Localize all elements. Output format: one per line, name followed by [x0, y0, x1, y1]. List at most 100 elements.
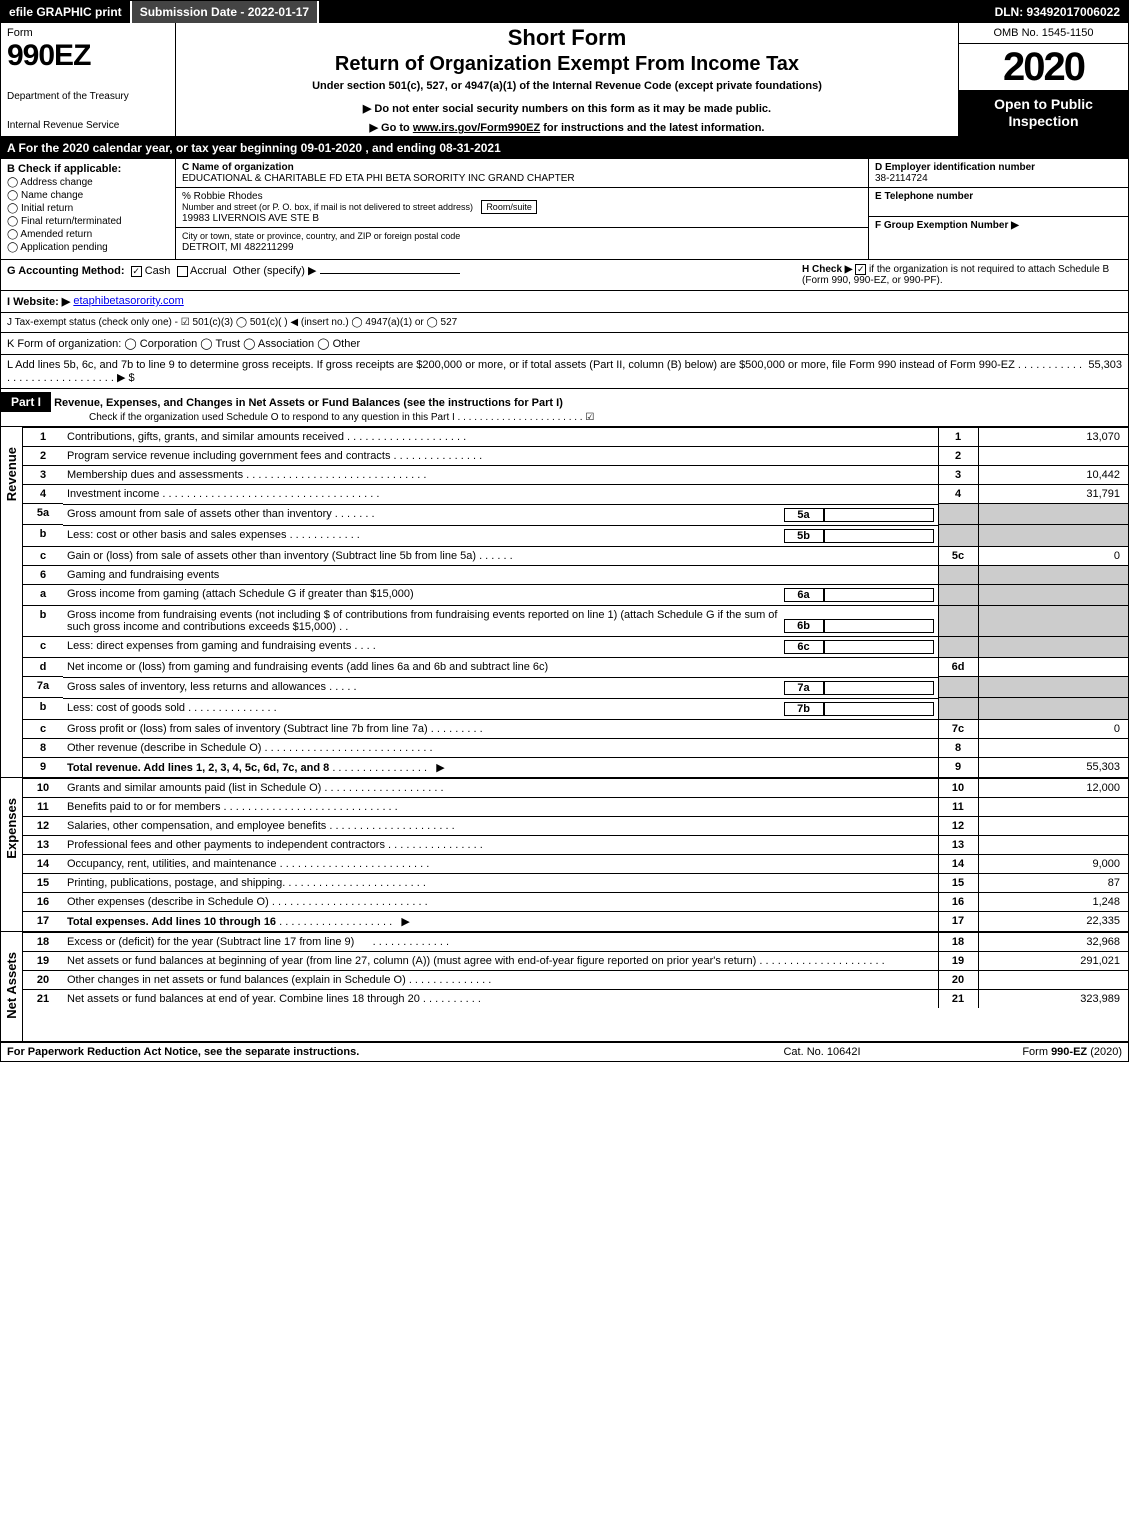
i-label: I Website: ▶: [7, 295, 70, 308]
header-mid: Short Form Return of Organization Exempt…: [176, 23, 958, 136]
omb-number: OMB No. 1545-1150: [959, 23, 1128, 44]
irs-link[interactable]: www.irs.gov/Form990EZ: [413, 122, 540, 134]
city-label: City or town, state or province, country…: [182, 231, 460, 241]
line-16: 16Other expenses (describe in Schedule O…: [23, 892, 1128, 911]
chk-amended[interactable]: Amended return: [7, 229, 169, 240]
paperwork-notice: For Paperwork Reduction Act Notice, see …: [7, 1046, 722, 1058]
line-9: 9Total revenue. Add lines 1, 2, 3, 4, 5c…: [23, 757, 1128, 777]
org-name: EDUCATIONAL & CHARITABLE FD ETA PHI BETA…: [182, 173, 575, 184]
part-i-header: Part I Revenue, Expenses, and Changes in…: [1, 389, 1128, 427]
part-i-sub: Check if the organization used Schedule …: [1, 412, 1128, 423]
line-3: 3Membership dues and assessments . . . .…: [23, 466, 1128, 485]
tax-year-range: A For the 2020 calendar year, or tax yea…: [1, 138, 1128, 159]
netassets-table: 18Excess or (deficit) for the year (Subt…: [23, 932, 1128, 1008]
line-14: 14Occupancy, rent, utilities, and mainte…: [23, 854, 1128, 873]
form-number: 990EZ: [7, 39, 169, 73]
efile-print[interactable]: efile GRAPHIC print: [1, 1, 132, 23]
col-c: C Name of organization EDUCATIONAL & CHA…: [176, 159, 868, 259]
row-k: K Form of organization: ◯ Corporation ◯ …: [1, 333, 1128, 355]
goto-post: for instructions and the latest informat…: [540, 122, 764, 134]
chk-accrual[interactable]: [177, 266, 188, 277]
l-text: L Add lines 5b, 6c, and 7b to line 9 to …: [7, 359, 1085, 384]
street-label: Number and street (or P. O. box, if mail…: [182, 202, 473, 212]
open-inspection: Open to Public Inspection: [959, 90, 1128, 136]
revenue-table: 1Contributions, gifts, grants, and simil…: [23, 427, 1128, 777]
line-11: 11Benefits paid to or for members . . . …: [23, 797, 1128, 816]
room-label: Room/suite: [481, 200, 537, 214]
org-name-row: C Name of organization EDUCATIONAL & CHA…: [176, 159, 868, 188]
city-row: City or town, state or province, country…: [176, 228, 868, 256]
part-i-badge: Part I: [1, 392, 51, 412]
line-7c: cGross profit or (loss) from sales of in…: [23, 719, 1128, 738]
chk-schedb[interactable]: ✓: [855, 264, 866, 275]
line-21: 21Net assets or fund balances at end of …: [23, 989, 1128, 1008]
netassets-section: Net Assets 18Excess or (deficit) for the…: [1, 932, 1128, 1044]
tax-year: 2020: [959, 44, 1128, 90]
line-17: 17Total expenses. Add lines 10 through 1…: [23, 911, 1128, 931]
line-1: 1Contributions, gifts, grants, and simil…: [23, 428, 1128, 447]
header-left: Form 990EZ Department of the Treasury In…: [1, 23, 176, 136]
header-right: OMB No. 1545-1150 2020 Open to Public In…: [958, 23, 1128, 136]
website-link[interactable]: etaphibetasorority.com: [73, 295, 183, 308]
h-label: H Check ▶: [802, 264, 852, 275]
h-schedule-b: H Check ▶ ✓ if the organization is not r…: [802, 264, 1122, 286]
title-short-form: Short Form: [182, 25, 952, 51]
expenses-section: Expenses 10Grants and similar amounts pa…: [1, 778, 1128, 932]
goto-pre: ▶ Go to: [370, 122, 413, 134]
line-6: 6Gaming and fundraising events: [23, 565, 1128, 584]
expenses-side-label: Expenses: [1, 778, 23, 931]
l-amount: 55,303: [1088, 359, 1122, 384]
revenue-side-label: Revenue: [1, 427, 23, 777]
title-section: Under section 501(c), 527, or 4947(a)(1)…: [182, 80, 952, 92]
other-specify-line[interactable]: [320, 273, 460, 274]
line-6c: cLess: direct expenses from gaming and f…: [23, 636, 1128, 658]
revenue-section: Revenue 1Contributions, gifts, grants, a…: [1, 427, 1128, 778]
title-return: Return of Organization Exempt From Incom…: [182, 53, 952, 76]
org-name-label: C Name of organization: [182, 162, 294, 173]
col-b-head: B Check if applicable:: [7, 163, 169, 175]
line-8: 8Other revenue (describe in Schedule O) …: [23, 738, 1128, 757]
goto-link-row: ▶ Go to www.irs.gov/Form990EZ for instru…: [182, 121, 952, 134]
accounting-method: G Accounting Method: ✓ Cash Accrual Othe…: [7, 264, 802, 286]
other-label: Other (specify) ▶: [233, 265, 317, 277]
row-i: I Website: ▶ etaphibetasorority.com: [1, 291, 1128, 313]
chk-name[interactable]: Name change: [7, 190, 169, 201]
entity-block: B Check if applicable: Address change Na…: [1, 159, 1128, 260]
chk-address[interactable]: Address change: [7, 177, 169, 188]
care-of: % Robbie Rhodes: [182, 191, 263, 202]
accrual-label: Accrual: [190, 265, 227, 277]
street: 19983 LIVERNOIS AVE STE B: [182, 213, 319, 224]
line-19: 19Net assets or fund balances at beginni…: [23, 951, 1128, 970]
netassets-side-label: Net Assets: [1, 932, 23, 1042]
line-5b: bLess: cost or other basis and sales exp…: [23, 525, 1128, 547]
line-12: 12Salaries, other compensation, and empl…: [23, 816, 1128, 835]
ein: 38-2114724: [875, 173, 928, 184]
form-word: Form: [7, 27, 169, 39]
footer: For Paperwork Reduction Act Notice, see …: [1, 1043, 1128, 1061]
chk-final[interactable]: Final return/terminated: [7, 216, 169, 227]
line-18: 18Excess or (deficit) for the year (Subt…: [23, 932, 1128, 951]
care-of-row: % Robbie Rhodes Number and street (or P.…: [176, 188, 868, 228]
line-20: 20Other changes in net assets or fund ba…: [23, 970, 1128, 989]
line-7b: bLess: cost of goods sold . . . . . . . …: [23, 698, 1128, 720]
line-2: 2Program service revenue including gover…: [23, 447, 1128, 466]
cat-no: Cat. No. 10642I: [722, 1046, 922, 1058]
line-5c: cGain or (loss) from sale of assets othe…: [23, 546, 1128, 565]
chk-initial[interactable]: Initial return: [7, 203, 169, 214]
col-def: D Employer identification number 38-2114…: [868, 159, 1128, 259]
row-g-h: G Accounting Method: ✓ Cash Accrual Othe…: [1, 260, 1128, 291]
col-b: B Check if applicable: Address change Na…: [1, 159, 176, 259]
header: Form 990EZ Department of the Treasury In…: [1, 23, 1128, 138]
line-4: 4Investment income . . . . . . . . . . .…: [23, 485, 1128, 504]
warn-ssn: ▶ Do not enter social security numbers o…: [182, 102, 952, 115]
chk-pending[interactable]: Application pending: [7, 242, 169, 253]
form-ref: Form 990-EZ (2020): [922, 1046, 1122, 1058]
expenses-table: 10Grants and similar amounts paid (list …: [23, 778, 1128, 931]
row-l: L Add lines 5b, 6c, and 7b to line 9 to …: [1, 355, 1128, 389]
chk-cash[interactable]: ✓: [131, 266, 142, 277]
ein-label: D Employer identification number: [875, 162, 1035, 173]
part-i-title: Revenue, Expenses, and Changes in Net As…: [54, 397, 563, 409]
line-7a: 7aGross sales of inventory, less returns…: [23, 677, 1128, 698]
row-j: J Tax-exempt status (check only one) - ☑…: [1, 313, 1128, 333]
form-990ez: efile GRAPHIC print Submission Date - 20…: [0, 0, 1129, 1062]
